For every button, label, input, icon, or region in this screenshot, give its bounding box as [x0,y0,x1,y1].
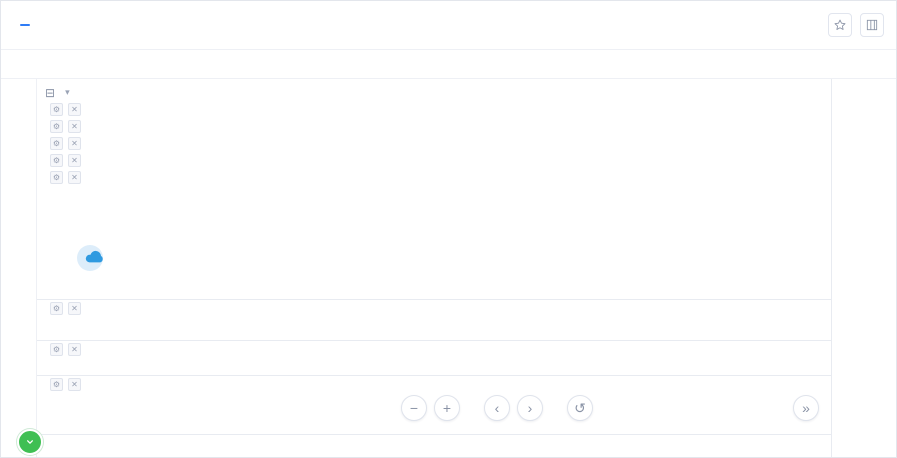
plus-icon: + [442,400,452,416]
candlestick-chart [37,79,831,299]
indicator-close-icon[interactable]: ✕ [68,154,81,167]
layout-button[interactable] [860,13,884,37]
chevron-down-icon[interactable]: ▾ [65,87,70,97]
indicator-close-icon[interactable]: ✕ [68,120,81,133]
price-axis[interactable] [832,79,896,457]
header-actions [828,13,884,37]
zoom-out-button[interactable]: − [401,395,427,421]
minus-icon: − [409,400,419,416]
chevron-left-icon: ‹ [494,400,500,416]
indicator-settings-icon[interactable]: ⚙ [50,137,63,150]
indicator-settings-icon[interactable]: ⚙ [50,154,63,167]
ma30-legend-row: ⚙ ✕ [45,135,110,152]
indicator-close-icon[interactable]: ✕ [68,103,81,116]
rsi-chart [37,341,831,375]
indicator-close-icon[interactable]: ✕ [68,302,81,315]
double-chevron-right-icon: » [802,400,810,416]
indicator-close-icon[interactable]: ✕ [68,171,81,184]
star-icon [834,19,846,30]
symbol-legend-row: ⊟ ▾ [45,84,110,101]
favorite-button[interactable] [828,13,852,37]
ma10-legend-row: ⚙ ✕ [45,118,110,135]
indicator-close-icon[interactable]: ✕ [68,343,81,356]
indicator-settings-icon[interactable]: ⚙ [50,343,63,356]
columns-icon [866,19,878,31]
reset-icon: ↺ [574,399,586,416]
time-axis[interactable] [37,435,831,456]
symbol-block [13,24,30,26]
indicator-close-icon[interactable]: ✕ [68,137,81,150]
ma5-legend-row: ⚙ ✕ [45,101,110,118]
macd-chart [37,300,831,340]
zoom-in-button[interactable]: + [434,395,460,421]
chart-nav-controls: − + ‹ › ↺ [401,395,593,421]
indicator-settings-icon[interactable]: ⚙ [50,103,63,116]
indicator-settings-icon[interactable]: ⚙ [50,120,63,133]
indicator-settings-icon[interactable]: ⚙ [50,171,63,184]
stoch-panel[interactable]: ⚙ ✕ [37,376,831,435]
rsi-legend: ⚙ ✕ [45,343,88,356]
indicator-settings-icon[interactable]: ⚙ [50,378,63,391]
header [1,1,896,49]
scroll-down-fab[interactable] [17,429,43,455]
chevron-right-icon: › [527,400,533,416]
reset-view-button[interactable]: ↺ [567,395,593,421]
indicator-close-icon[interactable]: ✕ [68,378,81,391]
chart-layers-icon[interactable]: ⊟ [45,85,56,100]
board-badge [20,24,30,26]
stoch-legend: ⚙ ✕ [45,378,95,391]
rsi-panel[interactable]: ⚙ ✕ [37,341,831,376]
chart-workspace: ⊟ ▾ ⚙ ✕ [1,79,896,457]
chart-legend: ⊟ ▾ ⚙ ✕ [45,84,110,186]
tradingview-logo-icon [77,245,103,271]
chart-toolbar [1,49,896,79]
scroll-right-button[interactable]: › [517,395,543,421]
tradingview-watermark[interactable] [77,245,112,271]
main-price-panel[interactable]: ⊟ ▾ ⚙ ✕ [37,79,831,300]
indicator-settings-icon[interactable]: ⚙ [50,302,63,315]
scroll-to-latest-button[interactable]: » [793,395,819,421]
macd-legend: ⚙ ✕ [45,302,102,315]
scroll-left-button[interactable]: ‹ [484,395,510,421]
drawing-toolbar [1,79,37,457]
macd-panel[interactable]: ⚙ ✕ [37,300,831,341]
chevron-down-icon [27,440,33,444]
bb-legend-row: ⚙ ✕ [45,169,110,186]
ma60-legend-row: ⚙ ✕ [45,152,110,169]
chart-region[interactable]: ⊟ ▾ ⚙ ✕ [37,79,832,457]
